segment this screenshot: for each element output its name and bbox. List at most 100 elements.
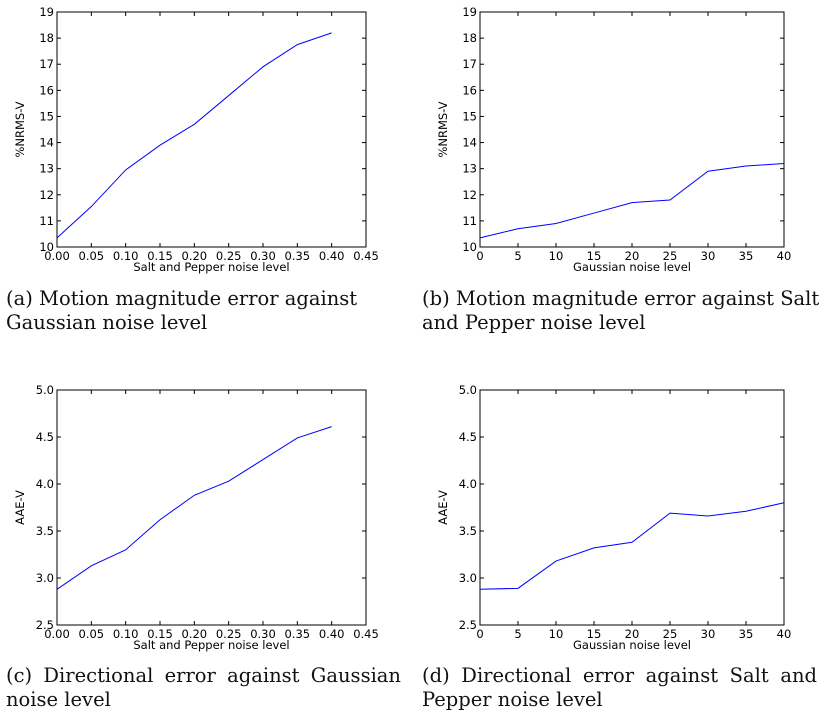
x-tick-label-d-7: 35	[739, 627, 754, 641]
chart-panel-c: 0.00 0.05 0.10 0.15 0.20 0.25 0.30 0.35 0.40 0.45…	[0, 378, 380, 652]
y-tick-label-d-4: 4.5	[459, 430, 477, 444]
data-point-d-2	[555, 560, 557, 562]
y-tick-label-a-8: 18	[39, 31, 54, 45]
data-point-c-7	[296, 437, 298, 439]
y-tick-label-d-5: 5.0	[459, 383, 477, 397]
x-tick-label-c-3: 0.15	[147, 627, 173, 641]
data-point-a-2	[124, 169, 126, 171]
data-point-a-6	[262, 66, 264, 68]
x-tick-label-a-1: 0.05	[79, 249, 105, 263]
y-tick-label-a-4: 14	[39, 136, 54, 150]
x-tick-label-b-1: 5	[514, 249, 521, 263]
data-point-c-6	[262, 458, 264, 460]
data-point-c-3	[159, 519, 161, 521]
data-point-b-2	[555, 222, 557, 224]
data-point-c-0	[56, 588, 58, 590]
chart-d-svg: 0 5 10 15 20 25 30 35 40 2.5 3.0 3.5 4.0 4.5 5.0 Gaussi…	[436, 383, 791, 652]
data-point-d-0	[479, 588, 481, 590]
x-tick-label-a-2: 0.10	[113, 249, 139, 263]
y-tick-label-a-9: 19	[39, 5, 54, 19]
x-tick-label-a-8: 0.40	[319, 249, 345, 263]
x-tick-label-c-1: 0.05	[79, 627, 105, 641]
x-axis-label-a: Salt and Pepper noise level	[133, 260, 289, 274]
data-point-d-5	[669, 512, 671, 514]
y-tick-label-d-0: 2.5	[459, 618, 477, 632]
y-tick-label-c-4: 4.5	[36, 430, 54, 444]
caption-a: (a) Motion magnitude error against Gauss…	[6, 287, 358, 334]
y-tick-label-b-2: 12	[462, 188, 477, 202]
plot-frame-c	[56, 389, 367, 626]
y-tick-label-d-3: 4.0	[459, 477, 477, 491]
x-tick-label-a-0: 0.00	[44, 249, 70, 263]
y-tick-label-c-3: 4.0	[36, 477, 54, 491]
y-axis-label-a: %NRMS-V	[13, 101, 27, 157]
y-tick-label-b-8: 18	[462, 31, 477, 45]
y-tick-label-a-6: 16	[39, 83, 54, 97]
y-tick-label-c-5: 5.0	[36, 383, 54, 397]
data-point-c-2	[124, 549, 126, 551]
caption-c: (c) Directional error against Gaussian n…	[6, 664, 401, 711]
y-tick-label-a-3: 13	[39, 162, 54, 176]
y-tick-label-c-1: 3.0	[36, 571, 54, 585]
y-tick-label-b-6: 16	[462, 83, 477, 97]
y-tick-label-a-1: 11	[39, 214, 54, 228]
y-tick-label-a-7: 17	[39, 57, 54, 71]
caption-d: (d) Directional error against Salt and P…	[422, 664, 817, 711]
data-point-d-4	[631, 541, 633, 543]
x-tick-label-b-5: 25	[663, 249, 678, 263]
x-tick-label-c-5: 0.25	[216, 627, 242, 641]
data-point-a-8	[330, 32, 332, 34]
chart-panel-b: 0 5 10 15 20 25 30 35 40 10 11 12 13 14 15 16 17 18 19 Gaus…	[418, 0, 798, 274]
x-tick-label-b-3: 15	[587, 249, 602, 263]
chart-panel-a: 0.00 0.05 0.10 0.15 0.20 0.25 0.30 0.35 0.40 0.45…	[0, 0, 380, 274]
data-point-d-3	[593, 547, 595, 549]
y-tick-label-d-1: 3.0	[459, 571, 477, 585]
series-line-a	[56, 32, 332, 239]
y-tick-label-d-2: 3.5	[459, 524, 477, 538]
data-point-b-5	[669, 199, 671, 201]
x-tick-label-c-0: 0.00	[44, 627, 70, 641]
x-tick-label-b-2: 10	[549, 249, 564, 263]
x-tick-label-a-4: 0.20	[182, 249, 208, 263]
data-point-c-5	[227, 480, 229, 482]
data-point-b-0	[479, 237, 481, 239]
x-tick-label-d-2: 10	[549, 627, 564, 641]
data-point-a-5	[227, 94, 229, 96]
y-tick-label-b-4: 14	[462, 136, 477, 150]
x-tick-label-d-5: 25	[663, 627, 678, 641]
chart-c-svg: 0.00 0.05 0.10 0.15 0.20 0.25 0.30 0.35 0.40 0.45…	[13, 383, 379, 652]
x-tick-label-a-9: 0.45	[353, 249, 379, 263]
y-tick-label-c-2: 3.5	[36, 524, 54, 538]
y-axis-label-d: AAE-V	[436, 490, 450, 525]
chart-b-svg: 0 5 10 15 20 25 30 35 40 10 11 12 13 14 15 16 17 18 19 Gaus…	[436, 5, 792, 274]
data-point-b-1	[517, 228, 519, 230]
data-point-d-8	[783, 502, 785, 504]
data-point-a-0	[56, 237, 58, 239]
x-tick-label-c-2: 0.10	[113, 627, 139, 641]
series-line-b	[479, 162, 785, 239]
chart-a-svg: 0.00 0.05 0.10 0.15 0.20 0.25 0.30 0.35 0.40 0.45…	[13, 5, 379, 274]
data-point-b-7	[745, 165, 747, 167]
data-point-a-1	[90, 205, 92, 207]
x-tick-label-a-6: 0.30	[250, 249, 276, 263]
y-tick-label-b-9: 19	[462, 5, 477, 19]
plot-frame-d	[479, 389, 785, 626]
data-point-c-4	[193, 494, 195, 496]
plot-frame-b	[479, 11, 785, 248]
data-point-b-8	[783, 162, 785, 164]
x-tick-label-b-7: 35	[739, 249, 754, 263]
y-tick-label-a-0: 10	[39, 240, 54, 254]
x-tick-label-c-6: 0.30	[250, 627, 276, 641]
x-tick-label-c-9: 0.45	[353, 627, 379, 641]
y-tick-label-b-1: 11	[462, 214, 477, 228]
x-tick-label-a-7: 0.35	[285, 249, 311, 263]
y-axis-label-b: %NRMS-V	[436, 101, 450, 157]
y-tick-label-a-5: 15	[39, 109, 54, 123]
x-tick-label-d-0: 0	[476, 627, 483, 641]
data-point-d-6	[707, 515, 709, 517]
y-tick-label-b-3: 13	[462, 162, 477, 176]
data-point-b-4	[631, 201, 633, 203]
x-tick-label-b-8: 40	[777, 249, 792, 263]
y-tick-label-c-0: 2.5	[36, 618, 54, 632]
x-tick-label-c-8: 0.40	[319, 627, 345, 641]
